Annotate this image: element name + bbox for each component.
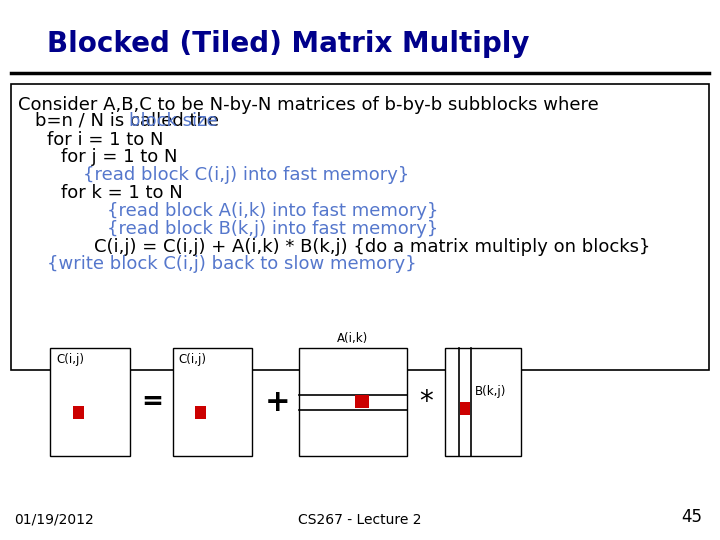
Text: b=n / N is called the: b=n / N is called the [35,112,225,130]
Text: 45: 45 [681,509,702,526]
Bar [73,406,84,419]
Text: 01/19/2012: 01/19/2012 [14,512,94,526]
Bar [11,84,709,370]
Bar [355,395,369,408]
Text: C(i,j): C(i,j) [56,353,84,366]
Text: for i = 1 to N: for i = 1 to N [47,131,163,149]
Text: {read block C(i,j) into fast memory}: {read block C(i,j) into fast memory} [83,166,409,184]
Text: {read block B(k,j) into fast memory}: {read block B(k,j) into fast memory} [107,220,438,238]
Bar [445,348,521,456]
Text: {read block A(i,k) into fast memory}: {read block A(i,k) into fast memory} [107,202,438,220]
Bar [50,348,130,456]
Text: C(i,j): C(i,j) [179,353,207,366]
Text: B(k,j): B(k,j) [475,385,507,398]
Bar [299,348,407,456]
Text: +: + [264,388,290,417]
Text: C(i,j) = C(i,j) + A(i,k) * B(k,j) {do a matrix multiply on blocks}: C(i,j) = C(i,j) + A(i,k) * B(k,j) {do a … [94,238,650,255]
Text: Consider A,B,C to be N-by-N matrices of b-by-b subblocks where: Consider A,B,C to be N-by-N matrices of … [18,96,599,114]
Text: *: * [419,388,433,416]
Text: =: = [142,389,163,415]
Text: block size: block size [129,112,217,130]
Text: for j = 1 to N: for j = 1 to N [61,148,178,166]
Text: A(i,k): A(i,k) [337,332,369,345]
Text: {write block C(i,j) back to slow memory}: {write block C(i,j) back to slow memory} [47,255,416,273]
Bar [195,406,206,419]
Bar [173,348,252,456]
Text: for k = 1 to N: for k = 1 to N [61,184,183,202]
Text: Blocked (Tiled) Matrix Multiply: Blocked (Tiled) Matrix Multiply [47,30,529,58]
Text: CS267 - Lecture 2: CS267 - Lecture 2 [298,512,422,526]
Bar [459,402,470,415]
